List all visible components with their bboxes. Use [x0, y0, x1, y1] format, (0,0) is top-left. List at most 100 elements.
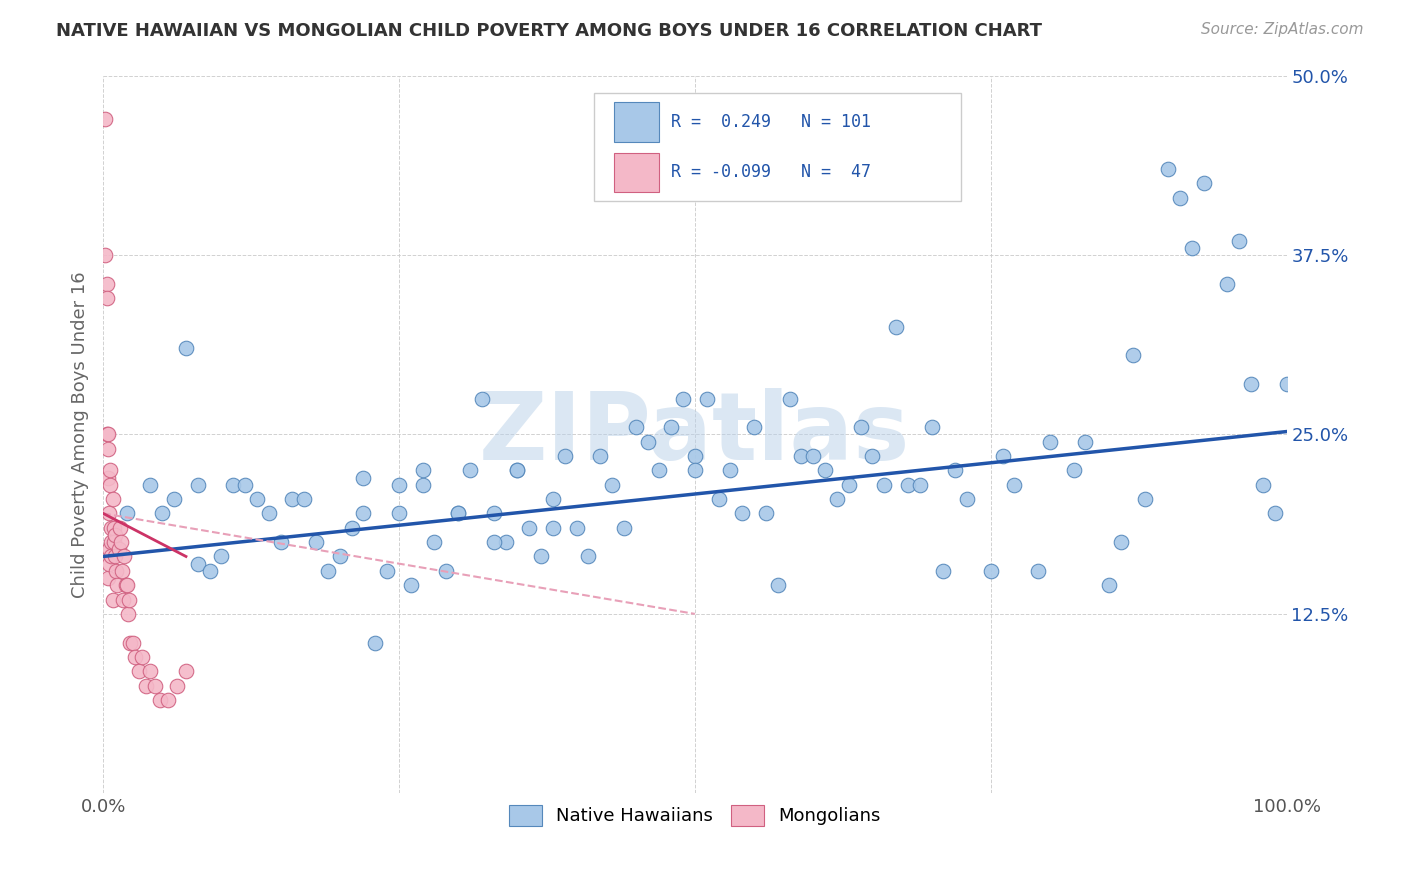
Point	[103, 521, 125, 535]
Point	[98, 507, 121, 521]
Point	[731, 507, 754, 521]
Point	[659, 420, 682, 434]
Point	[495, 535, 517, 549]
Point	[118, 592, 141, 607]
Point	[482, 535, 505, 549]
Point	[908, 477, 931, 491]
Point	[270, 535, 292, 549]
Point	[174, 665, 197, 679]
Legend: Native Hawaiians, Mongolians: Native Hawaiians, Mongolians	[501, 796, 890, 835]
Point	[1240, 377, 1263, 392]
Point	[742, 420, 765, 434]
Point	[637, 434, 659, 449]
Point	[412, 477, 434, 491]
Point	[375, 564, 398, 578]
Point	[281, 491, 304, 506]
Point	[107, 542, 129, 557]
Point	[353, 470, 375, 484]
Text: NATIVE HAWAIIAN VS MONGOLIAN CHILD POVERTY AMONG BOYS UNDER 16 CORRELATION CHART: NATIVE HAWAIIAN VS MONGOLIAN CHILD POVER…	[56, 22, 1042, 40]
Text: R =  0.249   N = 101: R = 0.249 N = 101	[671, 113, 872, 131]
Point	[1122, 349, 1144, 363]
Point	[576, 549, 599, 564]
Point	[105, 564, 128, 578]
Point	[103, 535, 125, 549]
Point	[991, 449, 1014, 463]
Point	[506, 463, 529, 477]
Point	[292, 491, 315, 506]
Point	[1002, 477, 1025, 491]
Point	[517, 521, 540, 535]
Text: ZIPatlas: ZIPatlas	[479, 388, 911, 481]
Point	[257, 507, 280, 521]
Point	[110, 535, 132, 549]
Point	[589, 449, 612, 463]
Point	[423, 535, 446, 549]
Point	[94, 248, 117, 262]
Point	[683, 449, 706, 463]
Point	[100, 535, 122, 549]
FancyBboxPatch shape	[614, 103, 659, 142]
Point	[187, 477, 209, 491]
Point	[613, 521, 636, 535]
Point	[458, 463, 481, 477]
Point	[124, 650, 146, 665]
Point	[112, 592, 135, 607]
Point	[1264, 507, 1286, 521]
Point	[648, 463, 671, 477]
Point	[814, 463, 837, 477]
Point	[897, 477, 920, 491]
Point	[246, 491, 269, 506]
Point	[624, 420, 647, 434]
Point	[98, 477, 121, 491]
Point	[114, 578, 136, 592]
Point	[211, 549, 233, 564]
Point	[1275, 377, 1298, 392]
Point	[94, 112, 117, 126]
Point	[766, 578, 789, 592]
Point	[108, 521, 131, 535]
Point	[150, 507, 173, 521]
Text: R = -0.099   N =  47: R = -0.099 N = 47	[671, 163, 872, 181]
Point	[1227, 234, 1250, 248]
Point	[101, 491, 124, 506]
Point	[1133, 491, 1156, 506]
Point	[111, 564, 134, 578]
Point	[163, 491, 186, 506]
Point	[305, 535, 328, 549]
Point	[143, 679, 166, 693]
Point	[860, 449, 883, 463]
Point	[707, 491, 730, 506]
Point	[135, 679, 157, 693]
Point	[943, 463, 966, 477]
Point	[388, 477, 411, 491]
Point	[412, 463, 434, 477]
Point	[98, 557, 121, 571]
Point	[97, 427, 120, 442]
Point	[790, 449, 813, 463]
Point	[980, 564, 1002, 578]
Point	[696, 392, 718, 406]
Point	[105, 578, 128, 592]
Point	[104, 549, 127, 564]
Point	[222, 477, 245, 491]
Point	[825, 491, 848, 506]
Point	[1192, 176, 1215, 190]
Point	[353, 507, 375, 521]
Point	[434, 564, 457, 578]
Point	[139, 477, 162, 491]
FancyBboxPatch shape	[614, 153, 659, 192]
Point	[471, 392, 494, 406]
Point	[364, 635, 387, 649]
Point	[541, 491, 564, 506]
Text: Source: ZipAtlas.com: Source: ZipAtlas.com	[1201, 22, 1364, 37]
Point	[447, 507, 470, 521]
Point	[174, 341, 197, 355]
Point	[120, 635, 142, 649]
Point	[340, 521, 363, 535]
Point	[316, 564, 339, 578]
Point	[233, 477, 256, 491]
Point	[541, 521, 564, 535]
Point	[149, 693, 172, 707]
Point	[1039, 434, 1062, 449]
Point	[921, 420, 943, 434]
